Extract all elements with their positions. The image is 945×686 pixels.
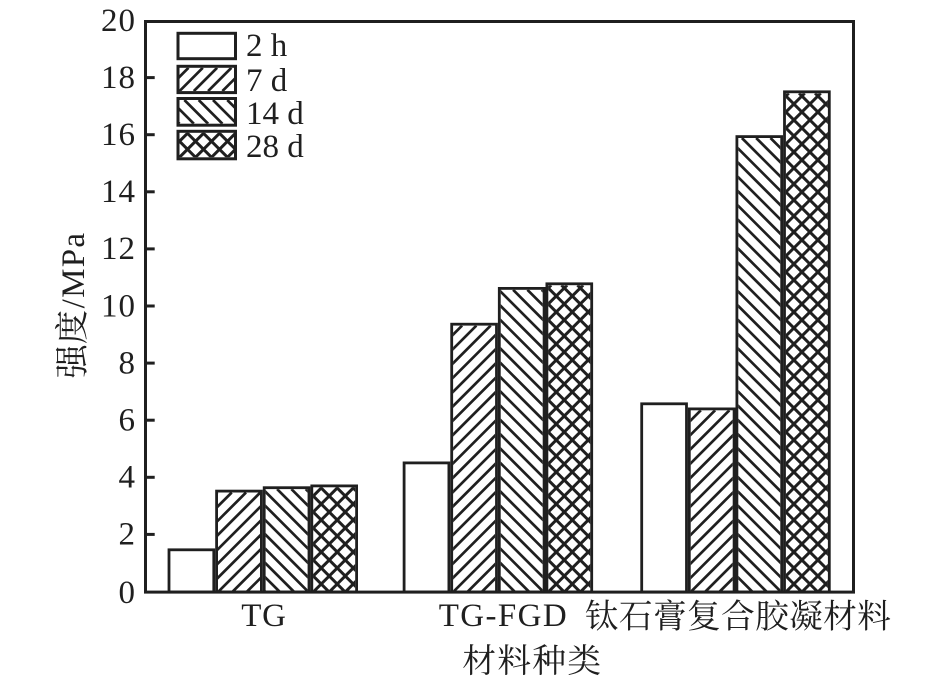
svg-text:4: 4: [119, 460, 137, 496]
svg-text:TG-FGD: TG-FGD: [439, 598, 568, 634]
svg-text:28 d: 28 d: [246, 129, 304, 165]
svg-text:20: 20: [101, 3, 136, 39]
svg-text:12: 12: [101, 231, 136, 267]
svg-text:8: 8: [119, 345, 137, 381]
svg-text:16: 16: [101, 117, 136, 153]
svg-text:10: 10: [101, 288, 136, 324]
svg-text:0: 0: [119, 575, 137, 611]
svg-text:14: 14: [101, 174, 136, 210]
svg-text:6: 6: [119, 403, 137, 439]
svg-text:TG: TG: [241, 598, 287, 634]
svg-text:2: 2: [119, 517, 137, 553]
svg-text:2 h: 2 h: [246, 28, 288, 64]
svg-text:/MPa: /MPa: [56, 232, 92, 309]
svg-text:18: 18: [101, 60, 136, 96]
svg-text:7 d: 7 d: [246, 63, 288, 99]
svg-text:14 d: 14 d: [246, 96, 304, 132]
